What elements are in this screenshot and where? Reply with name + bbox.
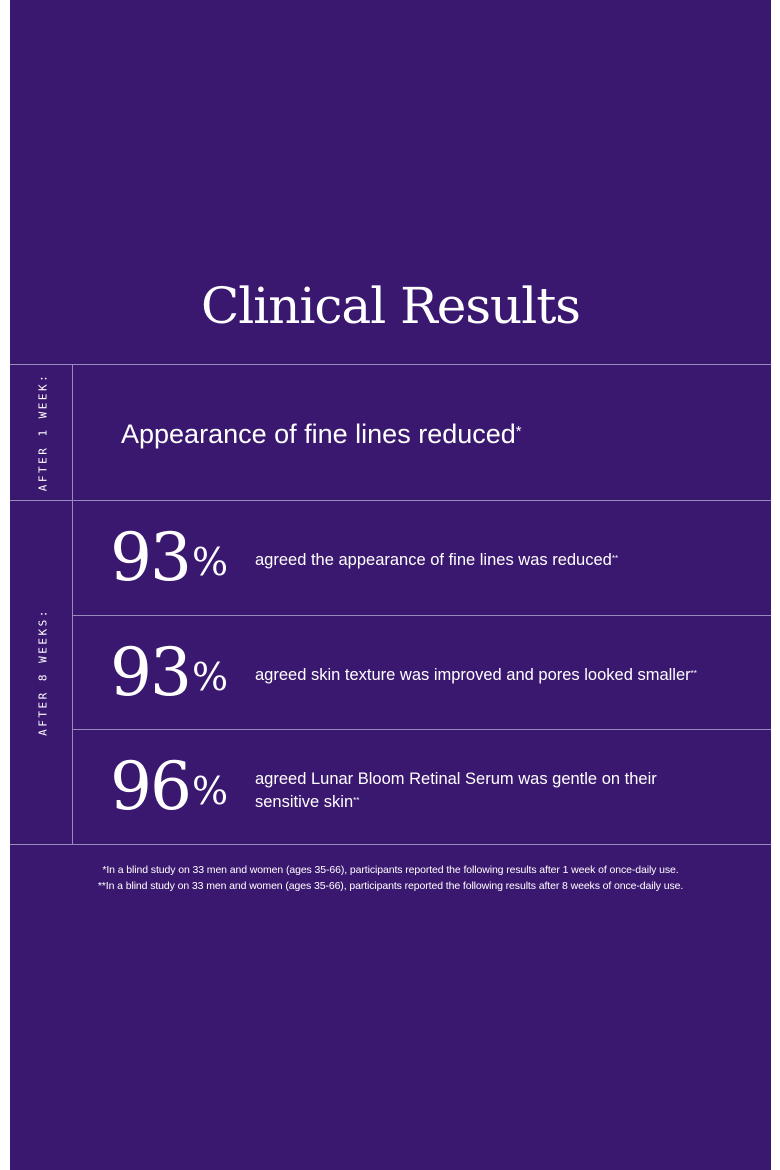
divider-vertical	[72, 365, 73, 845]
footnote-1: *In a blind study on 33 men and women (a…	[102, 864, 679, 876]
divider-stat-2	[72, 729, 771, 730]
footnote-mark: *	[515, 424, 522, 440]
stat-percentage: 96%	[110, 750, 228, 824]
stat-row: 93% agreed the appearance of fine lines …	[72, 501, 771, 615]
divider-bottom	[10, 844, 771, 845]
stat-percentage: 93%	[110, 521, 228, 595]
page-title: Clinical Results	[201, 277, 581, 335]
stat-description: agreed skin texture was improved and por…	[255, 664, 755, 687]
clinical-results-panel: Clinical Results AFTER 1 WEEK: Appearanc…	[10, 0, 771, 1170]
stat-number: 93	[110, 634, 192, 711]
footnote-mark: **	[353, 796, 360, 805]
percent-sign: %	[191, 769, 229, 813]
stat-description: agreed the appearance of fine lines was …	[255, 549, 755, 572]
week1-result: Appearance of fine lines reduced*	[121, 414, 522, 454]
footnotes: *In a blind study on 33 men and women (a…	[10, 862, 771, 894]
stat-text: agreed skin texture was improved and por…	[255, 666, 691, 684]
stat-row: 96% agreed Lunar Bloom Retinal Serum was…	[72, 730, 771, 844]
percent-sign: %	[191, 655, 229, 699]
footnote-mark: **	[611, 554, 619, 563]
stat-text: agreed Lunar Bloom Retinal Serum was gen…	[255, 770, 657, 811]
stat-description: agreed Lunar Bloom Retinal Serum was gen…	[255, 768, 705, 814]
percent-sign: %	[191, 540, 229, 584]
after-8-weeks-label: AFTER 8 WEEKS:	[36, 608, 50, 736]
after-1-week-label: AFTER 1 WEEK:	[36, 372, 50, 492]
divider-top	[10, 364, 771, 365]
stat-percentage: 93%	[110, 636, 228, 710]
footnote-2: **In a blind study on 33 men and women (…	[97, 880, 684, 892]
week1-result-text: Appearance of fine lines reduced	[121, 419, 516, 449]
stat-text: agreed the appearance of fine lines was …	[255, 551, 612, 569]
divider-week1-bottom	[10, 500, 771, 501]
footnote-mark: **	[690, 669, 697, 678]
stat-row: 93% agreed skin texture was improved and…	[72, 616, 771, 730]
divider-stat-1	[72, 615, 771, 616]
stat-number: 96	[110, 748, 192, 825]
stat-number: 93	[110, 519, 192, 596]
